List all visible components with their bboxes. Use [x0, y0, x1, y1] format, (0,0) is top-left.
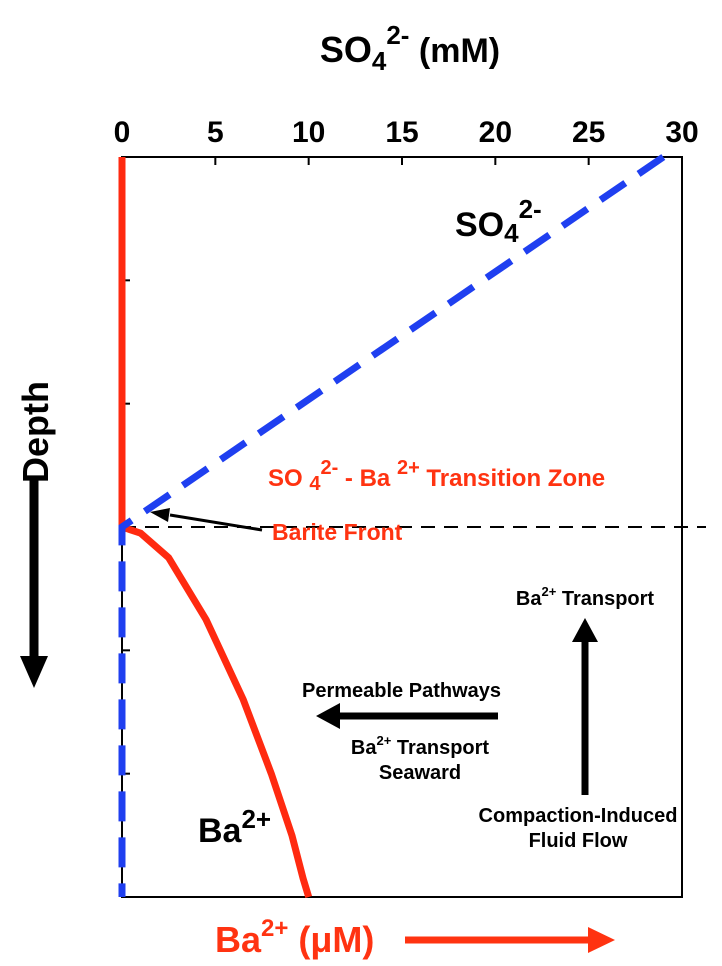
- top-tick-label: 15: [385, 116, 418, 149]
- top-tick-label: 10: [292, 116, 325, 149]
- compaction-label-line1: Compaction-Induced: [479, 805, 678, 827]
- barite-front-label: Barite Front: [272, 519, 403, 545]
- y-axis-title: Depth: [15, 381, 56, 483]
- bottom-axis-title: Ba2+ (μM): [215, 915, 374, 960]
- top-axis-title: SO42- (mM): [320, 20, 500, 76]
- top-tick-label: 20: [479, 116, 512, 149]
- series-label-so4: SO42-: [455, 194, 542, 248]
- upward-transport-label: Ba2+ Transport: [516, 584, 655, 610]
- series-line-so4: [118, 154, 666, 897]
- top-tick-label: 0: [114, 116, 131, 149]
- permeable-pathways-label: Permeable Pathways: [302, 680, 501, 702]
- series-line-ba: [118, 157, 313, 899]
- seaward-label-line1: Ba2+ Transport: [351, 733, 490, 759]
- seaward-arrow: [316, 703, 498, 729]
- top-tick-labels: 0 5 10 15 20 25 30: [114, 116, 699, 165]
- depth-arrow: [20, 480, 48, 688]
- upward-arrow: [572, 618, 598, 795]
- bottom-axis-arrow: [405, 927, 615, 953]
- series-label-ba: Ba2+: [198, 804, 271, 850]
- top-tick-label: 30: [665, 116, 698, 149]
- seaward-label-line2: Seaward: [379, 762, 461, 784]
- transition-zone-label: SO 42- - Ba 2+ Transition Zone: [268, 457, 605, 495]
- barite-front-arrow: [150, 508, 263, 532]
- top-tick-label: 25: [572, 116, 605, 149]
- top-tick-label: 5: [207, 116, 224, 149]
- compaction-label-line2: Fluid Flow: [529, 830, 628, 852]
